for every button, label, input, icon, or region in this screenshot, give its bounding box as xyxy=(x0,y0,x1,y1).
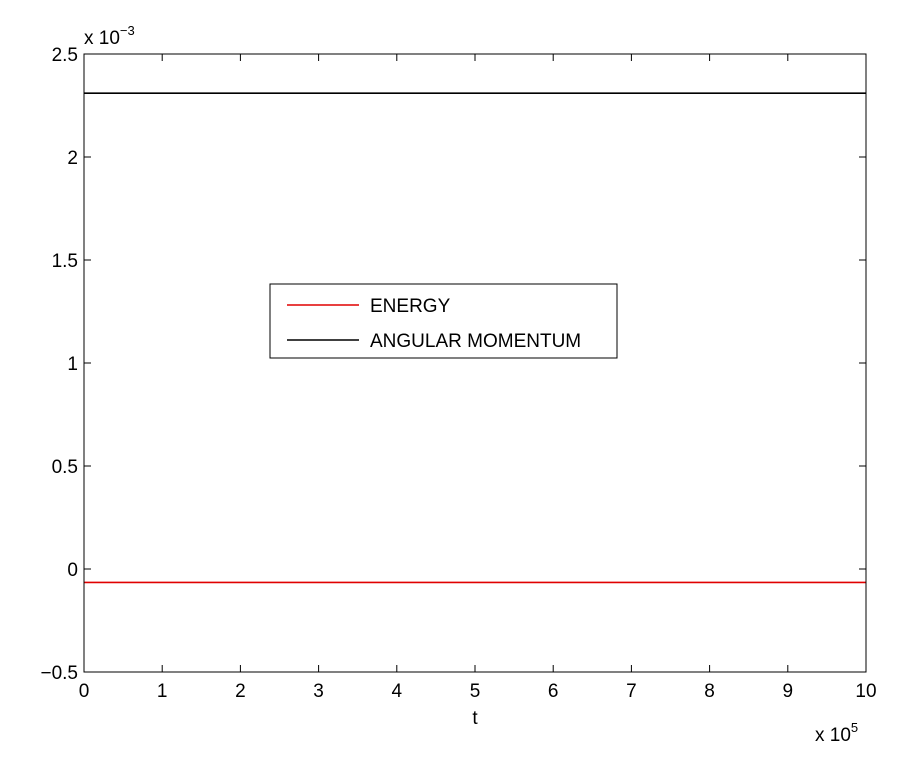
x-tick-label: 3 xyxy=(313,681,324,702)
y-tick-label: 2.5 xyxy=(52,45,78,66)
x-tick-label: 0 xyxy=(79,681,90,702)
x-tick-label: 10 xyxy=(855,681,876,702)
x-tick-label: 2 xyxy=(235,681,246,702)
legend-label-energy: ENERGY xyxy=(370,296,451,317)
x-axis-multiplier: x 105 xyxy=(815,720,858,746)
axes-box xyxy=(83,53,867,673)
x-tick-label: 1 xyxy=(157,681,168,702)
y-tick-label: 0 xyxy=(67,560,78,581)
x-tick-label: 8 xyxy=(704,681,715,702)
y-tick-label: −0.5 xyxy=(40,663,78,684)
x-tick-label: 5 xyxy=(470,681,481,702)
x-multiplier-exponent: 5 xyxy=(851,720,858,735)
x-tick-label: 4 xyxy=(392,681,403,702)
legend-box xyxy=(269,283,618,359)
y-tick-label: 1.5 xyxy=(52,251,78,272)
y-tick-label: 0.5 xyxy=(52,457,78,478)
y-axis-multiplier: x 10−3 xyxy=(84,23,135,49)
y-tick-label: 1 xyxy=(67,354,78,375)
series-layer xyxy=(84,92,866,584)
legend: ENERGY ANGULAR MOMENTUM xyxy=(269,283,618,359)
x-tick-label: 7 xyxy=(626,681,637,702)
y-tick-label: 2 xyxy=(67,148,78,169)
x-tick-label: 6 xyxy=(548,681,559,702)
x-axis-label: t xyxy=(472,708,478,729)
legend-label-angular-momentum: ANGULAR MOMENTUM xyxy=(370,331,581,352)
x-tick-label: 9 xyxy=(783,681,794,702)
y-multiplier-base: x 10 xyxy=(84,28,120,49)
x-multiplier-base: x 10 xyxy=(815,725,851,746)
y-multiplier-exponent: −3 xyxy=(120,23,135,38)
tick-label-layer: 0 1 2 3 4 5 6 7 8 9 10−0.500.511.522.5 xyxy=(40,45,876,702)
